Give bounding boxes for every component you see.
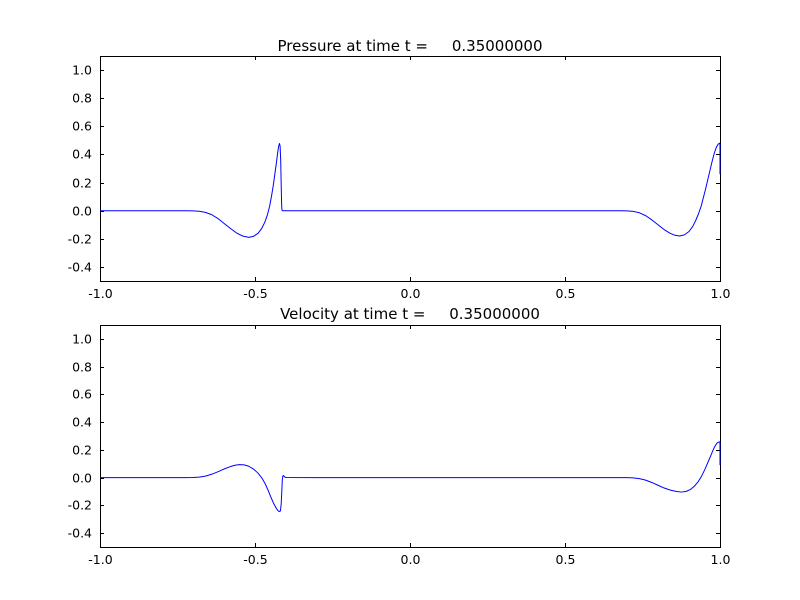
pressure-curve: [100, 142, 721, 238]
velocity-subplot: -1.0 -0.5 0.0 0.5 1.0 -0.4 -0.2 0.0 0.2 0.4 0.6 0.8…: [68, 325, 731, 567]
x-tick-label: 1.0: [711, 286, 731, 301]
y-tick-label: -0.2: [68, 232, 92, 247]
x-tick-label: -0.5: [243, 286, 267, 301]
velocity-axes-frame: [100, 325, 721, 548]
x-tick-label: -0.5: [243, 552, 267, 567]
y-tick-label: 1.0: [72, 332, 92, 347]
velocity-plot-title: Velocity at time t = 0.35000000: [280, 305, 540, 323]
x-tick-label: -1.0: [88, 552, 112, 567]
x-tick-label: 0.5: [556, 552, 576, 567]
pressure-plot-title: Pressure at time t = 0.35000000: [277, 37, 543, 55]
y-tick-label: 0.2: [72, 443, 92, 458]
x-tick-label: -1.0: [88, 286, 112, 301]
x-tick-label: 0.5: [556, 286, 576, 301]
x-tick-label: 0.0: [401, 552, 421, 567]
y-tick-label: 0.8: [72, 91, 92, 106]
y-tick-label: -0.4: [68, 526, 92, 541]
y-tick-label: 0.2: [72, 176, 92, 191]
y-tick-label: 1.0: [72, 63, 92, 78]
y-tick-label: 0.4: [72, 147, 92, 162]
y-tick-label: -0.2: [68, 498, 92, 513]
y-tick-label: 0.0: [72, 471, 92, 486]
y-tick-label: 0.6: [72, 119, 92, 134]
velocity-curve: [100, 441, 721, 513]
y-tick-label: 0.6: [72, 387, 92, 402]
x-tick-label: 1.0: [711, 552, 731, 567]
y-tick-label: 0.0: [72, 204, 92, 219]
y-tick-label: 0.4: [72, 415, 92, 430]
y-tick-label: -0.4: [68, 260, 92, 275]
x-tick-label: 0.0: [401, 286, 421, 301]
y-tick-label: 0.8: [72, 360, 92, 375]
pressure-axes-frame: [100, 56, 721, 282]
pressure-subplot: -1.0 -0.5 0.0 0.5 1.0 -0.4 -0.2 0.0 0.2 0.4 0.6 0.8…: [68, 56, 731, 301]
